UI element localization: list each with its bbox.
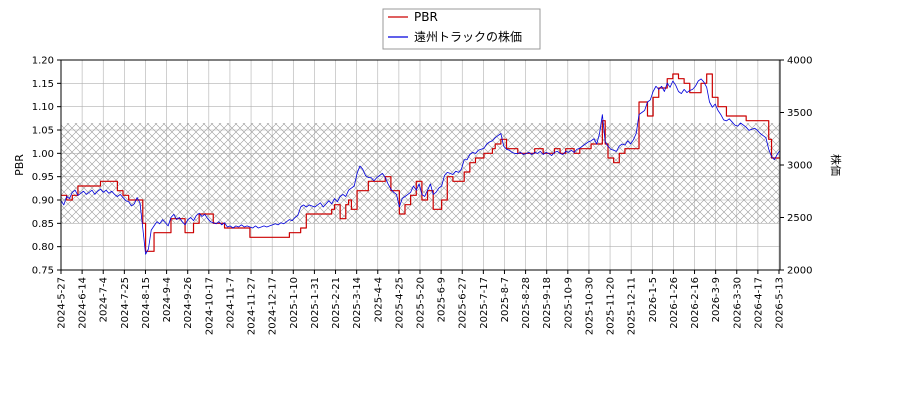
x-tick-label: 2024-12-17 (268, 277, 279, 335)
left-tick-label: 0.75 (32, 266, 54, 277)
series-layer (61, 73, 780, 255)
x-tick-label: 2026-3-9 (711, 277, 722, 322)
x-tick-label: 2024-9-4 (162, 277, 173, 322)
x-tick-label: 2026-4-17 (753, 277, 764, 329)
left-tick-label: 1.10 (32, 102, 54, 113)
x-tick-label: 2024-7-25 (120, 277, 131, 329)
x-tick-label: 2026-1-26 (669, 277, 680, 329)
left-tick-label: 0.85 (32, 219, 54, 230)
right-tick-label: 3500 (787, 108, 812, 119)
shaded-band (61, 123, 780, 224)
legend-label-price: 遠州トラックの株価 (414, 29, 522, 44)
x-tick-label: 2024-10-17 (204, 277, 215, 335)
legend: PBR 遠州トラックの株価 (382, 8, 541, 50)
right-tick-label: 3000 (787, 161, 812, 172)
right-tick-label: 2500 (787, 213, 812, 224)
x-tick-label: 2026-5-13 (774, 277, 785, 329)
x-tick-label: 2026-1-5 (648, 277, 659, 322)
left-tick-label: 1.20 (32, 56, 54, 67)
x-tick-label: 2025-12-11 (627, 277, 638, 335)
left-tick-label: 0.95 (32, 172, 54, 183)
x-tick-label: 2025-10-30 (584, 277, 595, 335)
x-tick-label: 2025-10-9 (563, 277, 574, 329)
left-tick-label: 1.05 (32, 126, 54, 137)
left-tick-label: 1.00 (32, 149, 54, 160)
x-tick-label: 2024-6-14 (78, 277, 89, 329)
x-tick-label: 2024-7-4 (99, 277, 110, 322)
x-tick-label: 2025-1-31 (310, 277, 321, 329)
legend-box (382, 8, 541, 50)
right-axis-label: 株価 (829, 154, 843, 176)
series-line-price (61, 78, 780, 255)
left-tick-label: 0.80 (32, 242, 54, 253)
x-tick-label: 2025-9-18 (542, 277, 553, 329)
x-tick-label: 2025-8-28 (521, 277, 532, 329)
left-tick-label: 0.90 (32, 196, 54, 207)
x-tick-label: 2025-11-20 (606, 277, 617, 335)
x-tick-label: 2025-8-7 (500, 277, 511, 322)
left-tick-label: 1.15 (32, 79, 54, 90)
left-axis-label: PBR (13, 154, 26, 176)
x-tick-label: 2025-1-10 (289, 277, 300, 329)
x-tick-label: 2025-7-17 (479, 277, 490, 329)
right-tick-label: 2000 (787, 266, 812, 277)
legend-label-pbr: PBR (414, 10, 438, 24)
x-tick-label: 2024-11-27 (247, 277, 258, 335)
right-tick-label: 4000 (787, 56, 812, 67)
x-tick-label: 2025-4-4 (373, 277, 384, 322)
x-tick-label: 2024-8-15 (141, 277, 152, 329)
axes-layer: 0.75 0.80 0.85 0.90 0.95 1.00 1.05 1.10 1.15 1.20… (32, 56, 813, 336)
x-tick-label: 2025-5-20 (415, 277, 426, 329)
x-tick-label: 2025-3-14 (352, 277, 363, 329)
x-tick-label: 2025-4-25 (394, 277, 405, 329)
x-tick-label: 2025-6-27 (458, 277, 469, 329)
x-tick-label: 2024-11-7 (225, 277, 236, 329)
x-tick-label: 2025-6-9 (437, 277, 448, 322)
x-tick-label: 2024-9-26 (183, 277, 194, 329)
x-tick-label: 2026-2-16 (690, 277, 701, 329)
x-tick-label: 2024-5-27 (57, 277, 68, 329)
x-tick-label: 2026-3-30 (732, 277, 743, 329)
x-tick-label: 2025-2-21 (331, 277, 342, 329)
